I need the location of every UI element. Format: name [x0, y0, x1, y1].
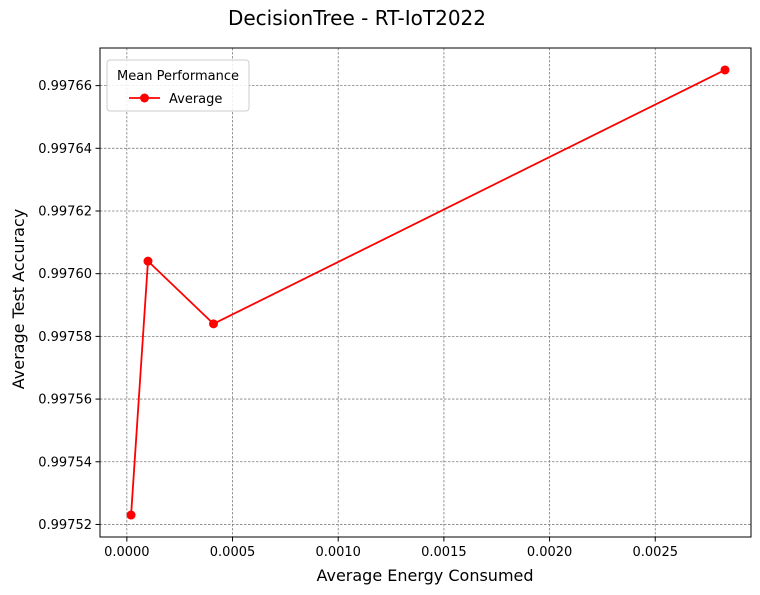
series-line [130, 69, 726, 516]
x-tick-label: 0.0020 [527, 545, 573, 560]
y-tick-label: 0.99758 [38, 330, 92, 345]
x-tick-label: 0.0015 [421, 545, 467, 560]
chart-title: DecisionTree - RT-IoT2022 [228, 6, 486, 30]
x-tick-label: 0.0025 [633, 545, 679, 560]
data-point [209, 319, 219, 329]
plot-frame [99, 47, 752, 538]
y-tick-label: 0.99764 [38, 142, 92, 157]
y-tick-label: 0.99760 [38, 267, 92, 282]
grid [100, 48, 751, 537]
data-point [143, 256, 153, 266]
legend: Mean Performance Average [106, 59, 250, 112]
y-axis-ticks: 0.99752 0.99754 0.99756 0.99758 0.99760 0.997… [38, 79, 100, 533]
legend-entry-label: Average [169, 92, 222, 107]
x-tick-label: 0.0010 [315, 545, 361, 560]
data-point [720, 65, 730, 75]
y-axis-label: Average Test Accuracy [9, 209, 28, 389]
x-axis-ticks: 0.0000 0.0005 0.0010 0.0015 0.0020 0.0025 [104, 537, 678, 560]
series-layer [126, 65, 730, 520]
y-tick-label: 0.99752 [38, 518, 92, 533]
x-axis-label: Average Energy Consumed [316, 566, 533, 585]
legend-title: Mean Performance [117, 69, 239, 84]
data-point [126, 510, 136, 520]
y-tick-label: 0.99754 [38, 455, 92, 470]
y-tick-label: 0.99762 [38, 205, 92, 220]
legend-marker-swatch [140, 93, 149, 103]
x-tick-label: 0.0005 [210, 545, 256, 560]
y-tick-label: 0.99766 [38, 79, 92, 94]
y-tick-label: 0.99756 [38, 393, 92, 408]
x-tick-label: 0.0000 [104, 545, 150, 560]
